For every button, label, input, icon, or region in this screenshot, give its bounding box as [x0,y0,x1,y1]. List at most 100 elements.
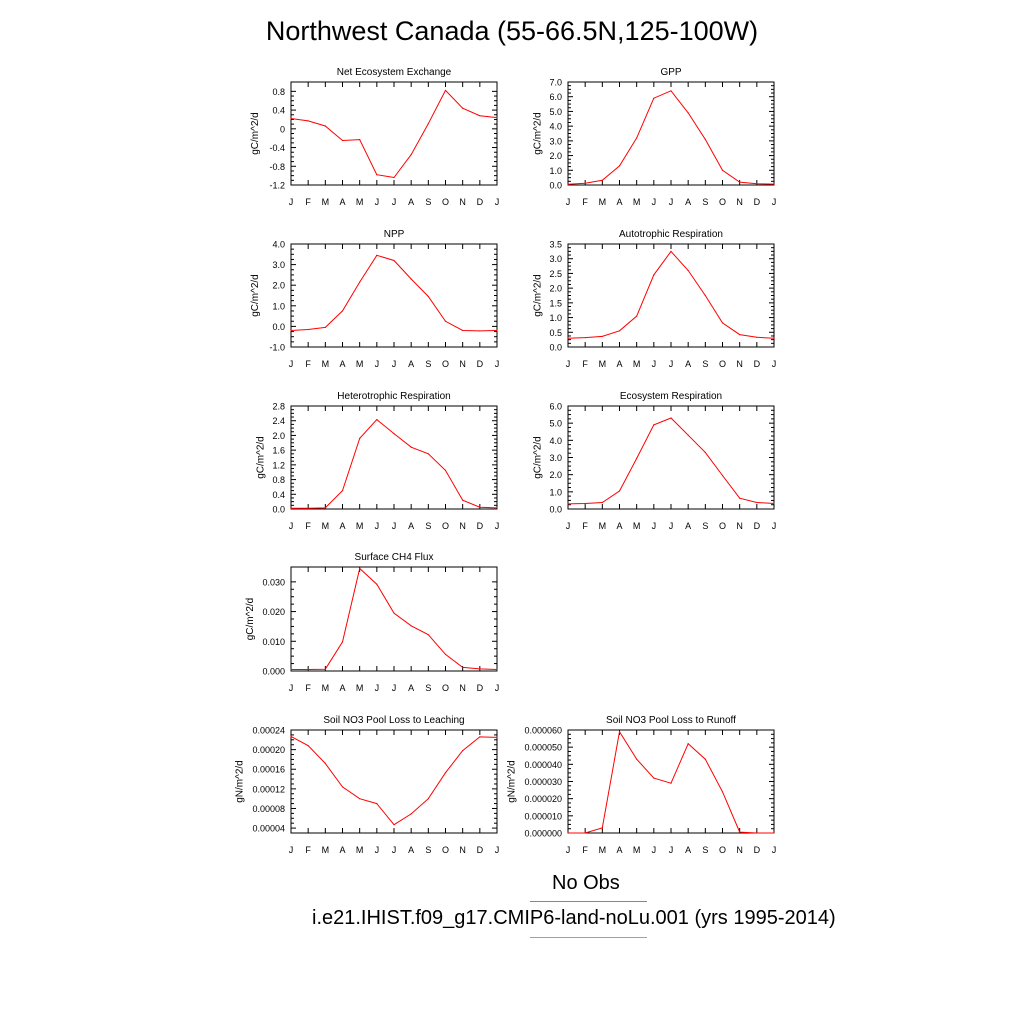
x-tick-label: M [599,197,607,207]
data-point [653,424,655,426]
y-tick-label: 1.6 [272,446,285,456]
x-tick-label: J [289,521,294,531]
x-tick-label: J [652,359,657,369]
x-tick-label: A [685,197,691,207]
y-tick-label: 2.0 [272,281,285,291]
y-tick-label: 2.0 [549,470,562,480]
data-point [444,469,447,471]
x-tick-label: J [289,359,294,369]
data-point [601,179,603,181]
data-point [739,334,741,336]
y-tick-label: 3.0 [549,254,562,264]
data-point [307,328,309,331]
x-tick-label: O [719,359,726,369]
x-tick-label: D [477,683,484,693]
y-tick-label: 3.5 [549,240,562,250]
y-tick-label: 6.0 [549,92,562,102]
data-point [376,419,378,421]
y-tick-label: 0.00024 [252,726,285,736]
data-point [704,294,706,297]
x-tick-label: D [477,521,484,531]
x-tick-label: J [566,521,571,531]
data-point [636,457,638,459]
y-axis-label: gC/m^2/d [532,436,543,479]
data-point [427,123,429,125]
x-tick-label: J [495,359,500,369]
data-point [324,326,326,329]
x-tick-label: S [702,845,708,855]
data-point [756,501,758,504]
data-point [359,138,361,141]
x-tick-label: O [719,197,726,207]
panel-title: Autotrophic Respiration [619,229,723,240]
y-tick-label: 0.5 [549,328,562,338]
panel-title: Soil NO3 Pool Loss to Leaching [323,715,464,726]
y-axis-label: gC/m^2/d [532,112,543,155]
y-tick-label: 0.00020 [252,745,285,755]
data-point [773,183,775,185]
x-tick-label: O [719,521,726,531]
y-tick-label: 0.000 [262,667,285,677]
x-tick-label: A [339,521,345,531]
data-point [427,453,429,455]
panel-title: Surface CH4 Flux [355,552,434,563]
data-point [359,281,361,283]
y-tick-label: 0.0 [549,343,562,353]
y-tick-label: 0.00012 [252,784,285,794]
x-tick-label: J [375,197,380,207]
data-point [410,625,412,627]
data-point [393,612,395,614]
x-tick-label: J [392,683,397,693]
data-point [670,90,672,92]
data-point [444,320,447,322]
x-tick-label: S [702,521,708,531]
y-tick-label: 2.0 [549,151,562,161]
x-tick-label: A [339,845,345,855]
y-axis-label: gN/m^2/d [235,760,246,803]
x-tick-label: S [425,683,431,693]
y-tick-label: 0.000040 [524,760,562,770]
x-tick-label: A [339,197,345,207]
legend-obs-label: No Obs [552,872,620,894]
x-tick-label: J [652,197,657,207]
y-tick-label: 4.0 [549,122,562,132]
x-tick-label: F [305,521,311,531]
data-point [341,786,344,788]
data-point [567,503,569,505]
data-point [584,832,586,834]
x-tick-label: J [772,521,777,531]
y-tick-label: -0.4 [269,143,285,153]
data-point [324,668,326,670]
x-tick-label: M [599,521,607,531]
y-tick-label: 4.0 [549,436,562,446]
x-tick-label: F [582,359,588,369]
data-point [324,507,326,509]
x-tick-label: D [754,845,761,855]
y-tick-label: 0.4 [272,106,285,116]
x-tick-label: M [599,845,607,855]
data-point [290,507,292,509]
x-tick-label: A [616,521,622,531]
y-tick-label: 3.0 [272,260,285,270]
data-point [479,668,481,670]
y-tick-label: 2.0 [549,284,562,294]
data-point [618,165,621,167]
x-tick-label: N [459,197,466,207]
x-tick-label: N [736,845,743,855]
x-tick-label: J [375,683,380,693]
data-point [721,322,724,324]
y-tick-label: 3.0 [549,453,562,463]
data-point [393,824,395,826]
x-tick-label: M [633,359,641,369]
data-point [636,315,638,317]
data-point [444,89,447,92]
x-tick-label: D [754,359,761,369]
data-point [496,668,498,671]
data-point [653,97,655,99]
data-point [601,335,603,338]
